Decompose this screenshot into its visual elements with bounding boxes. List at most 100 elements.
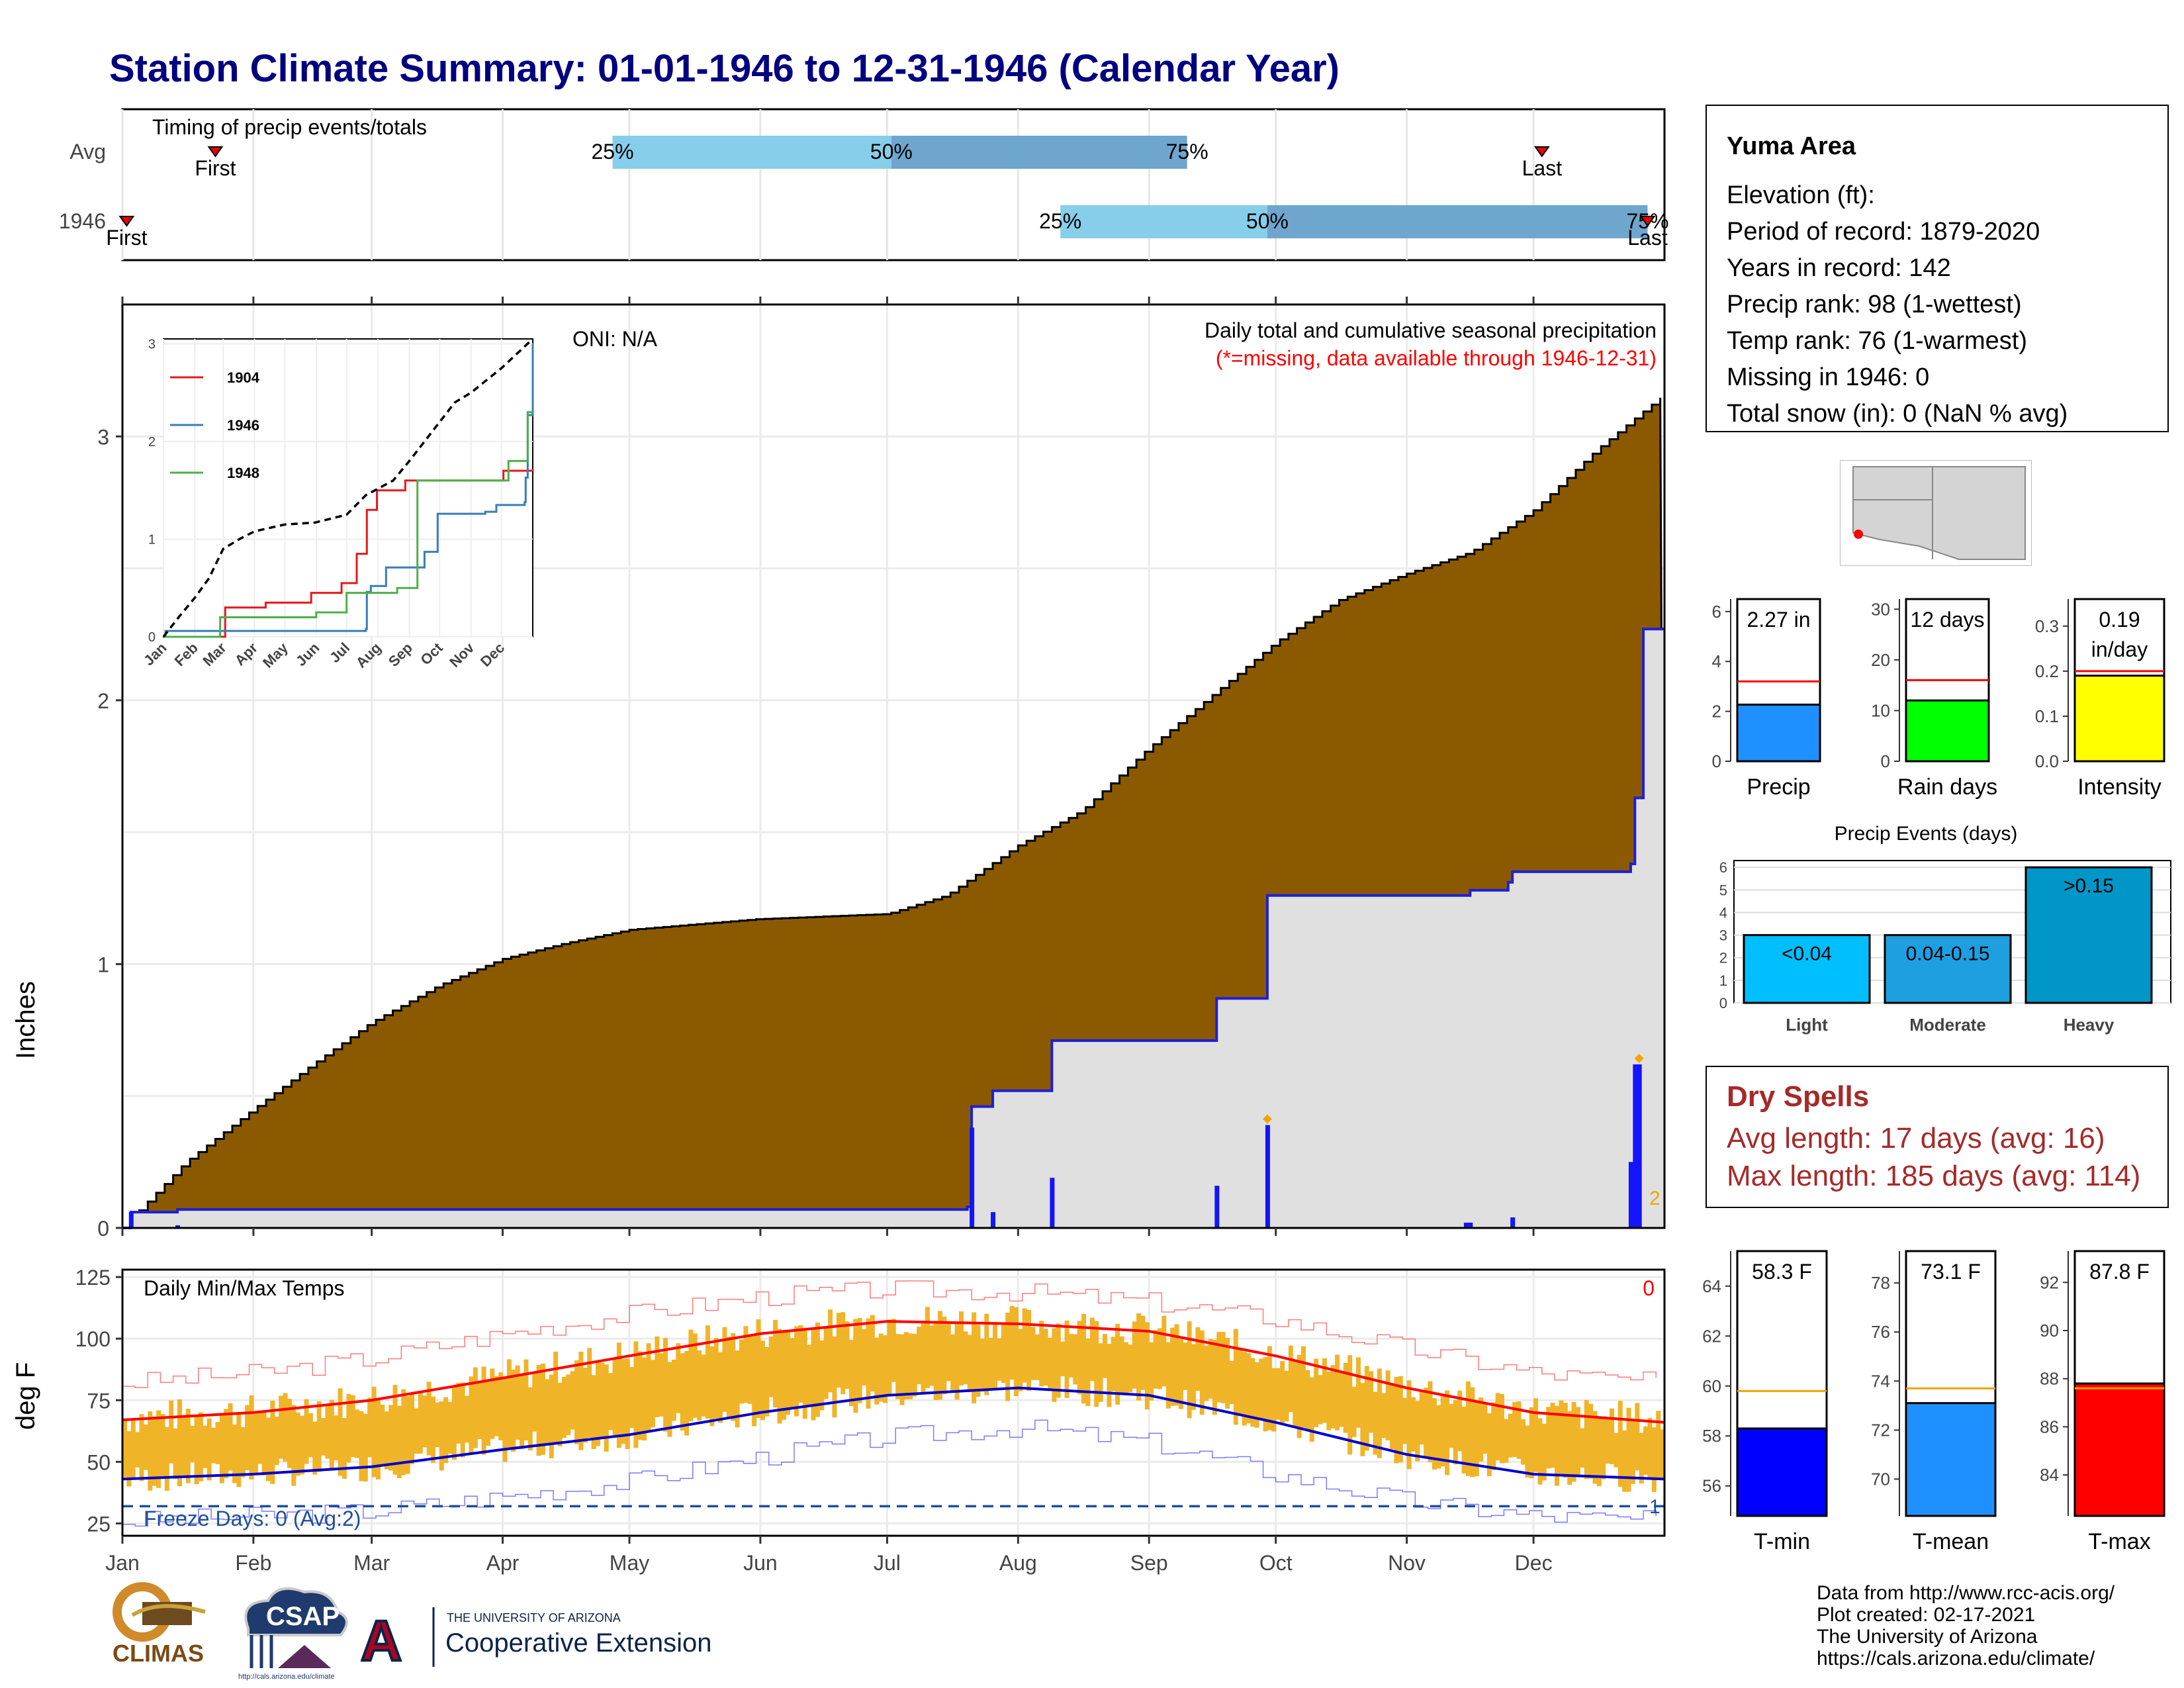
quartile-bar-25-50: [1060, 205, 1267, 238]
station-marker: [1854, 530, 1863, 539]
daily-temp-bar: [401, 1389, 406, 1476]
daily-temp-bar: [862, 1329, 867, 1385]
daily-temp-bar: [612, 1358, 617, 1435]
daily-temp-bar: [253, 1413, 258, 1475]
daily-temp-bar: [1512, 1401, 1518, 1458]
daily-temp-bar: [1575, 1407, 1580, 1475]
daily-temp-bar: [650, 1360, 655, 1428]
daily-temp-bar: [1541, 1423, 1547, 1481]
footer-line: The University of Arizona: [1817, 1626, 2038, 1648]
daily-temp-bar: [316, 1401, 322, 1472]
daily-temp-bar: [1107, 1344, 1112, 1407]
precip-ytick-label: 2: [97, 689, 109, 713]
daily-temp-bar: [1115, 1323, 1120, 1405]
inset-xtick-label: May: [259, 639, 291, 671]
daily-temp-bar: [1567, 1411, 1572, 1485]
event-category-label: Heavy: [2064, 1015, 2115, 1035]
record-min-line: [122, 1419, 1657, 1527]
events-ytick-label: 4: [1719, 904, 1727, 921]
event-category-label: Moderate: [1909, 1015, 1986, 1035]
daily-temp-bar: [232, 1425, 237, 1483]
daily-temp-bar: [972, 1312, 977, 1403]
daily-temp-bar: [790, 1338, 795, 1408]
daily-temp-bar: [676, 1343, 681, 1413]
daily-temp-bar: [291, 1405, 296, 1486]
small-ytick-label: 76: [1871, 1322, 1890, 1342]
daily-temp-bar: [1369, 1371, 1374, 1433]
daily-temp-bar: [1284, 1370, 1289, 1422]
month-label: Feb: [235, 1551, 271, 1575]
daily-temp-bar: [1516, 1401, 1522, 1459]
normal-max-line: [122, 1320, 1665, 1424]
daily-precip-bar: [1463, 1223, 1469, 1228]
daily-temp-bar: [1457, 1390, 1463, 1452]
daily-temp-bar: [1474, 1402, 1479, 1477]
daily-temp-bar: [1445, 1390, 1450, 1476]
small-bar-tmin: [1736, 1427, 1828, 1517]
daily-temp-bar: [490, 1368, 495, 1439]
station-lines: Elevation (ft): Period of record: 1879-2…: [1727, 177, 2068, 432]
inset-series-1948: [163, 411, 533, 638]
inset-xtick-label: Jul: [326, 639, 353, 666]
small-ytick-label: 74: [1871, 1371, 1890, 1391]
daily-temp-bar: [148, 1411, 153, 1491]
daily-temp-bar: [853, 1319, 858, 1413]
daily-temp-bar: [460, 1382, 465, 1458]
small-ytick-label: 56: [1702, 1476, 1721, 1496]
normal-min-line: [122, 1386, 1665, 1481]
daily-temp-bar: [177, 1399, 182, 1487]
daily-temp-bar: [135, 1432, 140, 1468]
precip-ytick-label: 0: [97, 1217, 109, 1238]
daily-temp-bar: [735, 1350, 740, 1428]
daily-temp-bar: [215, 1422, 220, 1464]
inset-legend-label: 1946: [227, 417, 259, 434]
small-ytick-label: 90: [2040, 1321, 2059, 1340]
daily-temp-bar: [304, 1399, 309, 1464]
daily-temp-bar: [1630, 1419, 1635, 1484]
daily-temp-bar: [663, 1338, 668, 1432]
daily-temp-bar: [883, 1335, 888, 1403]
daily-temp-bar: [604, 1364, 609, 1452]
daily-temp-bar: [308, 1413, 313, 1458]
daily-temp-bar: [713, 1338, 719, 1419]
daily-temp-bar: [697, 1350, 702, 1421]
daily-precip-bar: [1050, 1178, 1055, 1228]
small-ytick-label: 88: [2040, 1369, 2059, 1389]
daily-temp-bar: [287, 1399, 292, 1468]
small-ytick-label: 2: [1712, 702, 1721, 722]
daily-temp-bar: [329, 1399, 334, 1471]
events-ytick-label: 3: [1719, 927, 1727, 944]
daily-temp-bar: [156, 1410, 161, 1488]
small-ytick-label: 60: [1702, 1376, 1721, 1396]
temp-ylabel: deg F: [11, 1362, 40, 1430]
daily-temp-bar: [266, 1417, 271, 1481]
temp-ytick-label: 50: [87, 1450, 111, 1474]
small-bar-tmean: [1905, 1402, 1997, 1517]
daily-temp-bar: [908, 1333, 913, 1399]
daily-temp-bar: [938, 1311, 943, 1400]
last-marker: [1533, 146, 1550, 158]
daily-temp-bar: [1111, 1336, 1116, 1391]
daily-temp-bar: [950, 1334, 956, 1392]
small-value-label: 87.8 F: [2089, 1260, 2150, 1284]
daily-temp-bar: [811, 1328, 816, 1421]
daily-temp-bar: [917, 1327, 922, 1385]
daily-temp-bar: [185, 1409, 191, 1483]
daily-temp-bar: [1347, 1355, 1353, 1455]
daily-temp-bar: [338, 1388, 343, 1476]
daily-temp-bar: [1140, 1315, 1146, 1390]
event-bar: [1884, 934, 2012, 1004]
daily-temp-bar: [1424, 1387, 1429, 1457]
daily-temp-bar: [1280, 1361, 1285, 1423]
svg-text:A: A: [361, 1609, 402, 1673]
oni-label: ONI: N/A: [572, 327, 658, 351]
inset-xtick-label: Oct: [417, 639, 446, 668]
dry-spells-box: Dry Spells Avg length: 17 days (avg: 16)…: [1706, 1066, 2169, 1208]
daily-temp-bar: [1356, 1357, 1361, 1428]
daily-precip-bar: [970, 1127, 975, 1228]
daily-temp-bar: [828, 1309, 833, 1393]
daily-temp-bar: [1149, 1342, 1154, 1401]
daily-temp-bar: [1170, 1327, 1175, 1406]
quartile-bar-50-75: [1267, 205, 1648, 238]
daily-temp-bar: [1605, 1417, 1610, 1464]
